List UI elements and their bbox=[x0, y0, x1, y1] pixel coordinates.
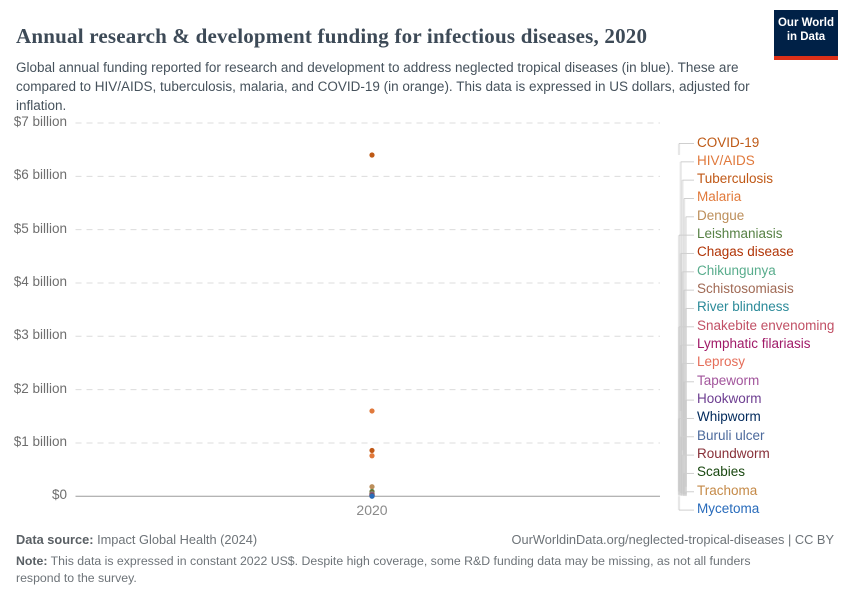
data-point-malaria[interactable] bbox=[369, 453, 375, 459]
legend-item-leprosy[interactable]: Leprosy bbox=[697, 354, 746, 370]
legend-item-snakebite-envenoming[interactable]: Snakebite envenoming bbox=[697, 317, 835, 333]
legend-item-dengue[interactable]: Dengue bbox=[697, 207, 745, 223]
y-axis-tick-label: $4 billion bbox=[13, 273, 67, 289]
legend-item-chagas-disease[interactable]: Chagas disease bbox=[697, 244, 794, 260]
legend-item-schistosomiasis[interactable]: Schistosomiasis bbox=[697, 281, 794, 297]
legend-item-mycetoma[interactable]: Mycetoma bbox=[697, 501, 760, 517]
owid-logo-line2: in Data bbox=[786, 31, 826, 43]
data-point-hiv-aids[interactable] bbox=[369, 408, 375, 414]
legend-item-roundworm[interactable]: Roundworm bbox=[697, 446, 770, 462]
legend-item-leishmaniasis[interactable]: Leishmaniasis bbox=[697, 226, 783, 242]
legend-item-hiv-aids[interactable]: HIV/AIDS bbox=[697, 152, 755, 168]
legend-item-trachoma[interactable]: Trachoma bbox=[697, 482, 758, 498]
footnote-value: This data is expressed in constant 2022 … bbox=[16, 554, 751, 585]
legend-item-scabies[interactable]: Scabies bbox=[697, 464, 746, 480]
footer: Data source: Impact Global Health (2024)… bbox=[16, 532, 834, 547]
legend-item-covid-19[interactable]: COVID-19 bbox=[697, 134, 760, 150]
chart-subtitle: Global annual funding reported for resea… bbox=[16, 59, 750, 113]
y-axis-tick-label: $7 billion bbox=[13, 113, 67, 129]
page-title: Annual research & development funding fo… bbox=[16, 24, 648, 49]
owid-logo-line1: Our World bbox=[777, 17, 834, 29]
data-point-covid-19[interactable] bbox=[369, 152, 375, 158]
legend-item-whipworm[interactable]: Whipworm bbox=[697, 409, 761, 425]
data-point-tuberculosis[interactable] bbox=[369, 447, 375, 454]
footnote: Note: This data is expressed in constant… bbox=[16, 553, 792, 587]
data-source-label: Data source: bbox=[16, 532, 94, 547]
data-point-mycetoma[interactable] bbox=[369, 493, 375, 499]
legend-item-river-blindness[interactable]: River blindness bbox=[697, 299, 790, 315]
legend-item-buruli-ulcer[interactable]: Buruli ulcer bbox=[697, 427, 765, 443]
y-axis-tick-label: $5 billion bbox=[13, 220, 67, 236]
legend-item-hookworm[interactable]: Hookworm bbox=[697, 391, 762, 407]
y-axis-tick-label: $0 bbox=[51, 487, 67, 503]
footnote-label: Note: bbox=[16, 554, 48, 568]
legend-item-malaria[interactable]: Malaria bbox=[697, 189, 742, 205]
attribution: OurWorldinData.org/neglected-tropical-di… bbox=[511, 532, 834, 547]
owid-logo[interactable]: Our World in Data bbox=[774, 10, 838, 60]
x-axis-tick-label: 2020 bbox=[356, 502, 388, 518]
legend-item-chikungunya[interactable]: Chikungunya bbox=[697, 262, 776, 278]
y-axis-tick-label: $3 billion bbox=[13, 327, 67, 343]
y-axis-tick-label: $2 billion bbox=[13, 380, 67, 396]
data-point-dengue[interactable] bbox=[369, 484, 375, 490]
y-axis-tick-label: $1 billion bbox=[13, 433, 67, 449]
legend-item-tapeworm[interactable]: Tapeworm bbox=[697, 372, 760, 388]
data-source: Data source: Impact Global Health (2024) bbox=[16, 532, 257, 547]
y-axis-tick-label: $6 billion bbox=[13, 167, 67, 183]
data-source-value: Impact Global Health (2024) bbox=[93, 532, 258, 547]
legend-item-tuberculosis[interactable]: Tuberculosis bbox=[697, 171, 774, 187]
legend-item-lymphatic-filariasis[interactable]: Lymphatic filariasis bbox=[697, 336, 811, 352]
